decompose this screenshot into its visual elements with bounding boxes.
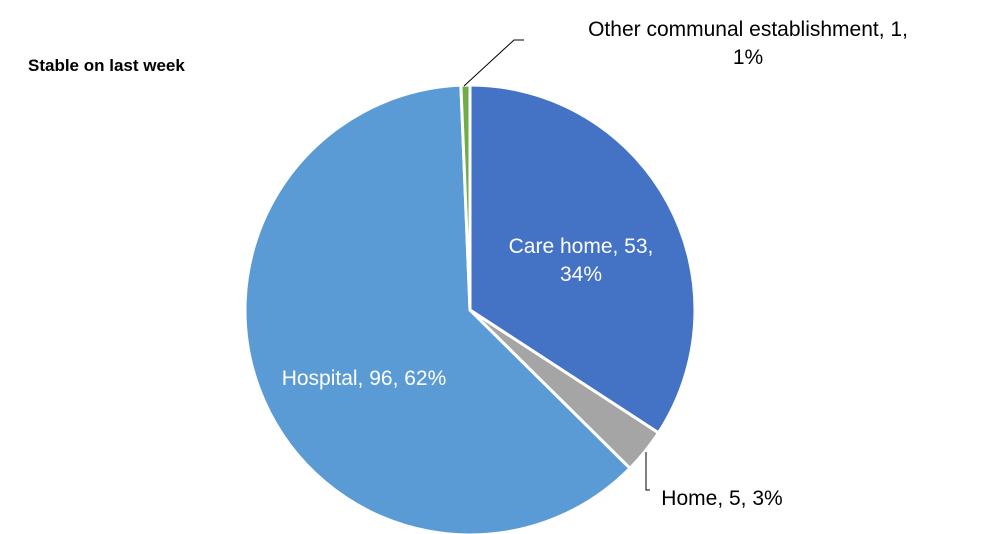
slice-labels: Care home, 53, 34% Home, 5, 3% Hospital, 96… (282, 18, 908, 510)
slice-label-line: Hospital, 96, 62% (282, 367, 447, 390)
slice-label-home: Home, 5, 3% (661, 487, 782, 510)
pie-slices (243, 83, 697, 534)
leader-line-other-communal-establishment (463, 39, 524, 87)
slice-label-line: 34% (560, 263, 602, 286)
slice-label-line: Other communal establishment, 1, (588, 18, 908, 41)
slice-label-line: 1% (733, 46, 763, 69)
slice-label-line: Care home, 53, (509, 235, 654, 258)
slice-label-hospital: Hospital, 96, 62% (282, 367, 447, 390)
pie-slice-hospital (243, 83, 633, 534)
slice-label-care-home: Care home, 53, 34% (509, 235, 654, 286)
slice-label-line: Home, 5, 3% (661, 487, 782, 510)
leader-line-home (645, 452, 650, 491)
slice-label-other-communal-establishment: Other communal establishment, 1, 1% (588, 18, 908, 69)
leader-lines (463, 39, 650, 491)
chart-subtitle: Stable on last week (28, 56, 185, 75)
